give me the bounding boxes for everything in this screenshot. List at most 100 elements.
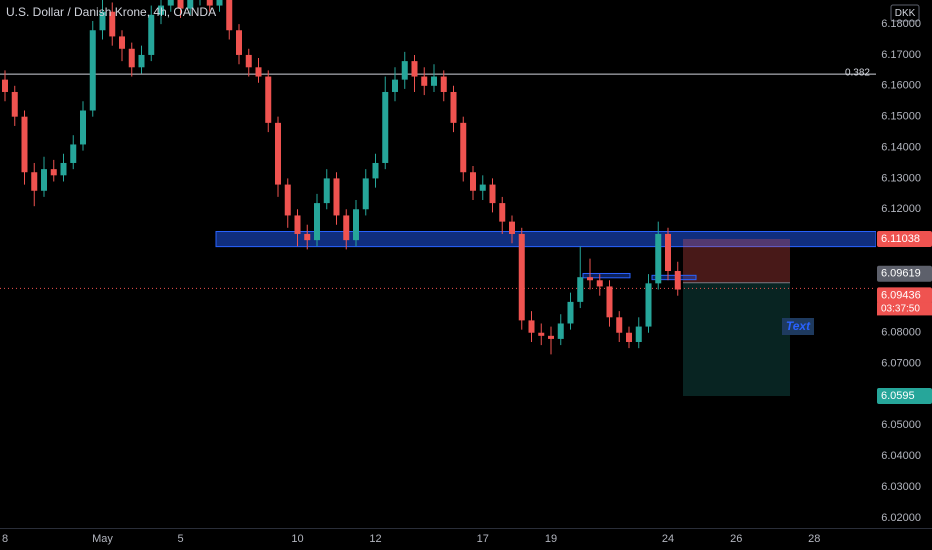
y-tick-label: 6.08000 (881, 327, 921, 339)
candle-body (99, 11, 106, 31)
x-tick-label: 19 (545, 533, 557, 545)
x-tick-label: 28 (808, 533, 820, 545)
candle-body (509, 221, 515, 234)
text-note: Text (786, 319, 811, 333)
y-tick-label: 6.12000 (881, 203, 921, 215)
candle-body (60, 162, 67, 176)
y-tick-label: 6.17000 (881, 49, 921, 61)
currency-label: DKK (895, 8, 916, 19)
candle-body (177, 0, 184, 9)
candle-body (41, 169, 47, 191)
candle-body (255, 67, 262, 77)
candle-body (421, 76, 428, 86)
stop-tag: 6.11038 (881, 233, 920, 245)
candle-body (323, 178, 330, 204)
fib-label: 0.382 (845, 68, 870, 79)
chart-title: U.S. Dollar / Danish Krone, 4h, OANDA (6, 5, 216, 19)
candle-body (138, 54, 145, 68)
candle-body (528, 320, 535, 333)
candle-body (206, 0, 213, 6)
currency-box (890, 4, 920, 22)
candle-body (392, 79, 398, 92)
candle-body (80, 110, 86, 145)
candle-body (635, 326, 642, 342)
last-price-tag: 6.09436 (881, 289, 921, 301)
candle-body (460, 122, 467, 173)
candle-body (626, 332, 632, 342)
target-tag: 6.0595 (881, 390, 915, 402)
candle-body (148, 14, 155, 55)
candle-body (606, 286, 613, 318)
candle-body (343, 215, 350, 241)
candle-body (314, 203, 320, 241)
candle-body (645, 283, 652, 327)
candle-body (557, 323, 564, 339)
y-tick-label: 6.18000 (881, 18, 921, 30)
target-zone (683, 282, 790, 397)
candle-body (518, 233, 525, 321)
candle-body (50, 169, 57, 176)
stop-tag-bg (877, 230, 932, 247)
candle-body (2, 79, 8, 92)
candle-body (167, 0, 174, 6)
candle-body (489, 184, 496, 204)
y-tick-label: 6.03000 (881, 481, 921, 493)
candle-body (411, 61, 418, 77)
candle-body (284, 184, 291, 216)
countdown-bg (877, 302, 932, 316)
candle-body (401, 61, 408, 80)
target-tag-bg (877, 388, 932, 405)
candle-body (236, 30, 242, 55)
candle-body (70, 144, 77, 163)
candle-body (187, 0, 194, 9)
candle-body (333, 178, 340, 216)
entry-tag: 6.09619 (881, 268, 921, 280)
candle-body (674, 271, 681, 290)
candle-body (275, 122, 281, 185)
x-tick-label: 26 (730, 533, 742, 545)
y-tick-label: 6.15000 (881, 111, 921, 123)
x-tick-label: 8 (2, 533, 8, 545)
candle-body (431, 76, 437, 86)
candle-body (216, 0, 223, 6)
candle-body (158, 5, 164, 15)
text-box (782, 318, 814, 335)
stop-zone (683, 238, 790, 283)
candle-body (128, 48, 135, 68)
candle-body (265, 76, 272, 123)
x-tick-label: May (92, 533, 113, 545)
x-tick-label: 12 (369, 533, 381, 545)
candle-body (470, 172, 476, 191)
candle-body (21, 116, 28, 173)
candle-body (479, 184, 486, 191)
countdown: 03:37:50 (881, 304, 920, 315)
x-tick-label: 17 (477, 533, 489, 545)
candle-body (245, 54, 252, 68)
small-zone (651, 274, 697, 281)
candle-body (567, 301, 574, 324)
candle-body (294, 215, 301, 234)
candle-body (587, 277, 593, 281)
y-tick-label: 6.07000 (881, 358, 921, 370)
small-zone (582, 272, 631, 279)
candle-body (499, 203, 506, 222)
candle-body (665, 233, 671, 272)
candle-body (450, 91, 457, 123)
candle-body (353, 209, 359, 241)
candle-body (31, 172, 38, 191)
candle-body (304, 233, 311, 241)
y-tick-label: 6.02000 (881, 512, 921, 524)
y-tick-label: 6.13000 (881, 172, 921, 184)
candle-body (596, 280, 603, 287)
candle-body (372, 162, 379, 179)
candle-body (548, 335, 554, 339)
support-zone (215, 230, 876, 248)
entry-tag-bg (877, 265, 932, 282)
last-price-tag-bg (877, 287, 932, 304)
x-tick-label: 5 (177, 533, 183, 545)
candle-body (655, 233, 662, 284)
candle-body (226, 0, 233, 31)
y-tick-label: 6.16000 (881, 80, 921, 92)
